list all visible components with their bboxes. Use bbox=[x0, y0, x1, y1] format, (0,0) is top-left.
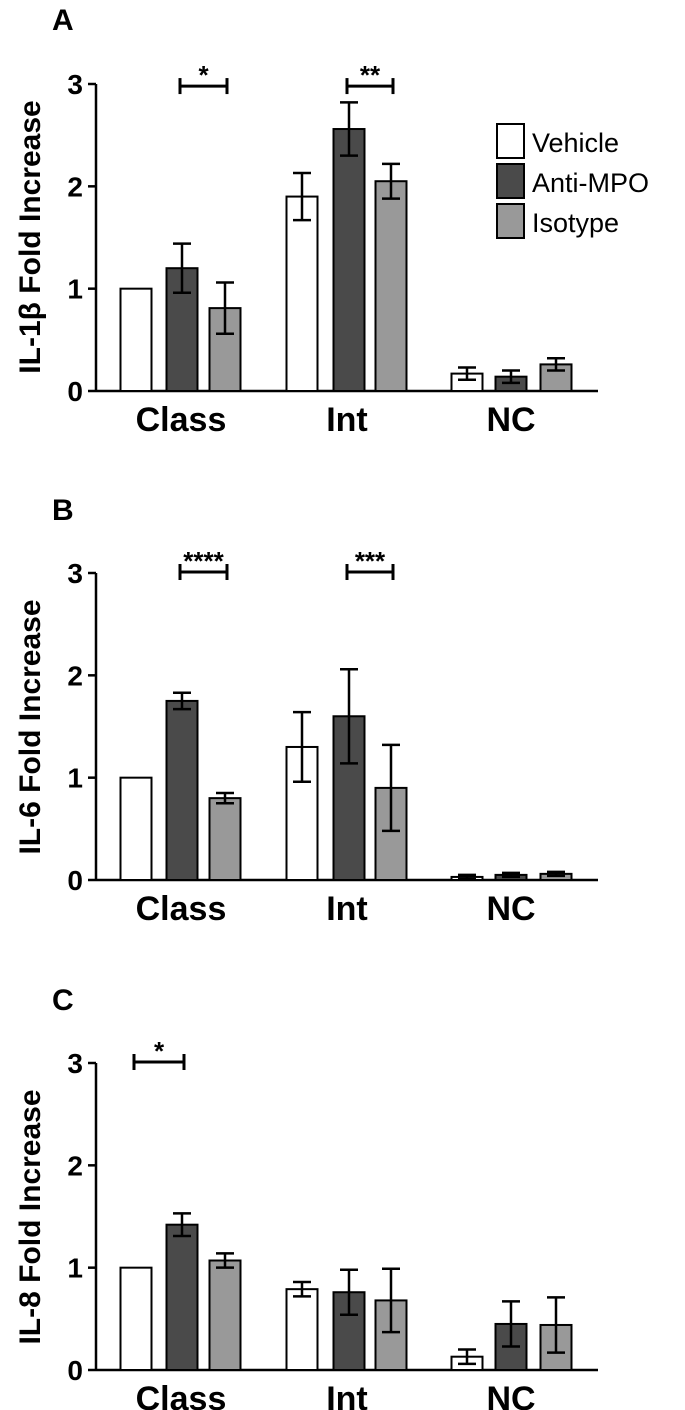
bar-isotype bbox=[208, 797, 242, 882]
legend-label: Isotype bbox=[532, 208, 619, 238]
legend-swatch bbox=[496, 203, 525, 239]
y-tick-label: 3 bbox=[67, 1048, 83, 1079]
bar-anti-mpo bbox=[165, 1223, 199, 1371]
y-tick-label: 1 bbox=[67, 763, 83, 794]
x-category-label: Class bbox=[136, 1380, 227, 1410]
bar-vehicle bbox=[285, 1288, 319, 1371]
significance-label: **** bbox=[183, 546, 224, 576]
y-tick-label: 3 bbox=[67, 558, 83, 589]
bar-anti-mpo bbox=[332, 128, 366, 392]
x-category-label: NC bbox=[486, 401, 535, 439]
legend-swatch bbox=[496, 163, 525, 199]
y-tick-label: 2 bbox=[67, 171, 83, 202]
panel-letter: A bbox=[52, 4, 74, 37]
y-tick-label: 1 bbox=[67, 1253, 83, 1284]
x-category-label: Int bbox=[326, 890, 368, 928]
x-category-label: Class bbox=[136, 890, 227, 928]
significance-label: * bbox=[198, 60, 209, 90]
legend-swatch bbox=[496, 123, 525, 159]
x-category-label: NC bbox=[486, 1380, 535, 1410]
y-axis-label: IL-8 Fold Increase bbox=[14, 1089, 47, 1344]
panel-letter: C bbox=[52, 984, 74, 1017]
x-category-label: Int bbox=[326, 1380, 368, 1410]
significance-label: *** bbox=[355, 546, 386, 576]
bar-isotype bbox=[208, 1259, 242, 1371]
y-tick-label: 0 bbox=[67, 1355, 83, 1386]
x-category-label: Int bbox=[326, 401, 368, 439]
bar-vehicle bbox=[119, 776, 153, 882]
y-tick-label: 2 bbox=[67, 1150, 83, 1181]
bar-vehicle bbox=[119, 287, 153, 392]
x-category-label: NC bbox=[486, 890, 535, 928]
bar-anti-mpo bbox=[165, 699, 199, 882]
significance-label: * bbox=[154, 1036, 165, 1066]
y-tick-label: 0 bbox=[67, 376, 83, 407]
panel-letter: B bbox=[52, 494, 74, 527]
y-tick-label: 1 bbox=[67, 274, 83, 305]
significance-label: ** bbox=[360, 60, 381, 90]
bar-isotype bbox=[374, 180, 408, 392]
y-tick-label: 0 bbox=[67, 865, 83, 896]
legend: Vehicle Anti-MPO Isotype bbox=[496, 123, 649, 239]
y-tick-label: 3 bbox=[67, 69, 83, 100]
bar-vehicle bbox=[119, 1266, 153, 1371]
y-axis-label: IL-1β Fold Increase bbox=[14, 100, 47, 373]
y-tick-label: 2 bbox=[67, 660, 83, 691]
bar-vehicle bbox=[285, 195, 319, 392]
x-category-label: Class bbox=[136, 401, 227, 439]
bar-anti-mpo bbox=[494, 1322, 528, 1371]
legend-label: Anti-MPO bbox=[532, 168, 649, 198]
legend-label: Vehicle bbox=[532, 128, 619, 158]
panel-c: C IL-8 Fold Increase 0 1 2 3 Class Int NC * bbox=[14, 984, 598, 1410]
y-axis-label: IL-6 Fold Increase bbox=[14, 599, 47, 854]
